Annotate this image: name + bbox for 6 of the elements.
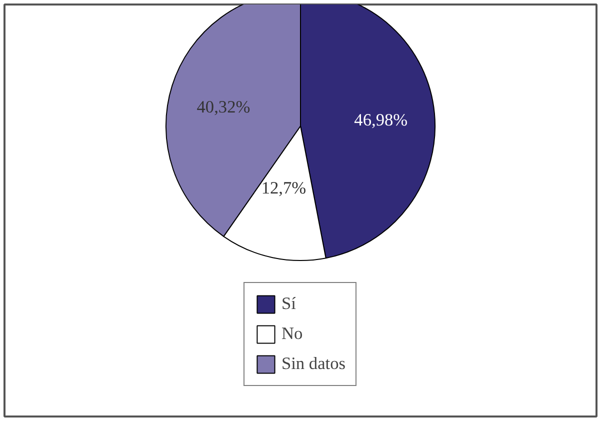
legend-label: No bbox=[281, 324, 303, 344]
data-label: 12,7% bbox=[261, 178, 306, 198]
data-label: 40,32% bbox=[196, 98, 250, 117]
legend-label: Sin datos bbox=[281, 354, 346, 374]
data-label: 46,98% bbox=[354, 110, 408, 130]
legend-label: Sí bbox=[281, 294, 297, 314]
